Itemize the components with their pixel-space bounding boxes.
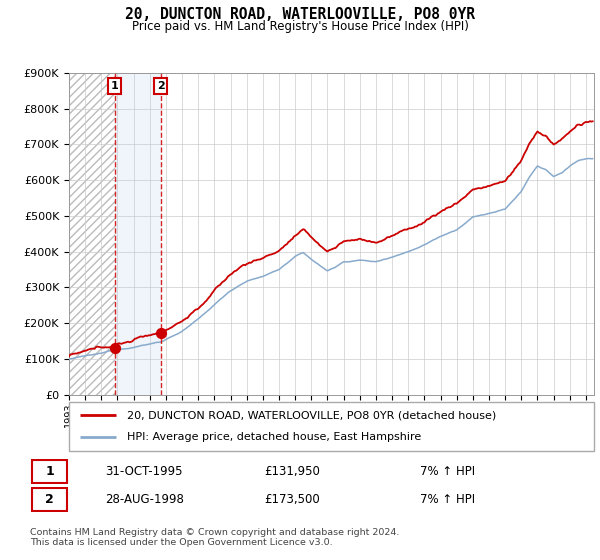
Text: £131,950: £131,950 (264, 465, 320, 478)
Text: 28-AUG-1998: 28-AUG-1998 (105, 493, 184, 506)
Bar (115, 73, 161, 395)
Text: £173,500: £173,500 (264, 493, 320, 506)
FancyBboxPatch shape (32, 460, 67, 483)
Text: 20, DUNCTON ROAD, WATERLOOVILLE, PO8 0YR (detached house): 20, DUNCTON ROAD, WATERLOOVILLE, PO8 0YR… (127, 410, 496, 421)
Text: 31-OCT-1995: 31-OCT-1995 (105, 465, 182, 478)
Text: HPI: Average price, detached house, East Hampshire: HPI: Average price, detached house, East… (127, 432, 421, 442)
Text: 7% ↑ HPI: 7% ↑ HPI (420, 493, 475, 506)
Text: 2: 2 (45, 493, 54, 506)
Point (156, 328, 166, 337)
Text: Price paid vs. HM Land Registry's House Price Index (HPI): Price paid vs. HM Land Registry's House … (131, 20, 469, 32)
Text: 1: 1 (111, 81, 119, 91)
Text: Contains HM Land Registry data © Crown copyright and database right 2024.
This d: Contains HM Land Registry data © Crown c… (30, 528, 400, 547)
Text: 2: 2 (157, 81, 164, 91)
Text: 20, DUNCTON ROAD, WATERLOOVILLE, PO8 0YR: 20, DUNCTON ROAD, WATERLOOVILLE, PO8 0YR (125, 7, 475, 22)
FancyBboxPatch shape (32, 488, 67, 511)
Point (110, 343, 119, 352)
Text: 7% ↑ HPI: 7% ↑ HPI (420, 465, 475, 478)
Text: 1: 1 (45, 465, 54, 478)
FancyBboxPatch shape (69, 402, 594, 451)
